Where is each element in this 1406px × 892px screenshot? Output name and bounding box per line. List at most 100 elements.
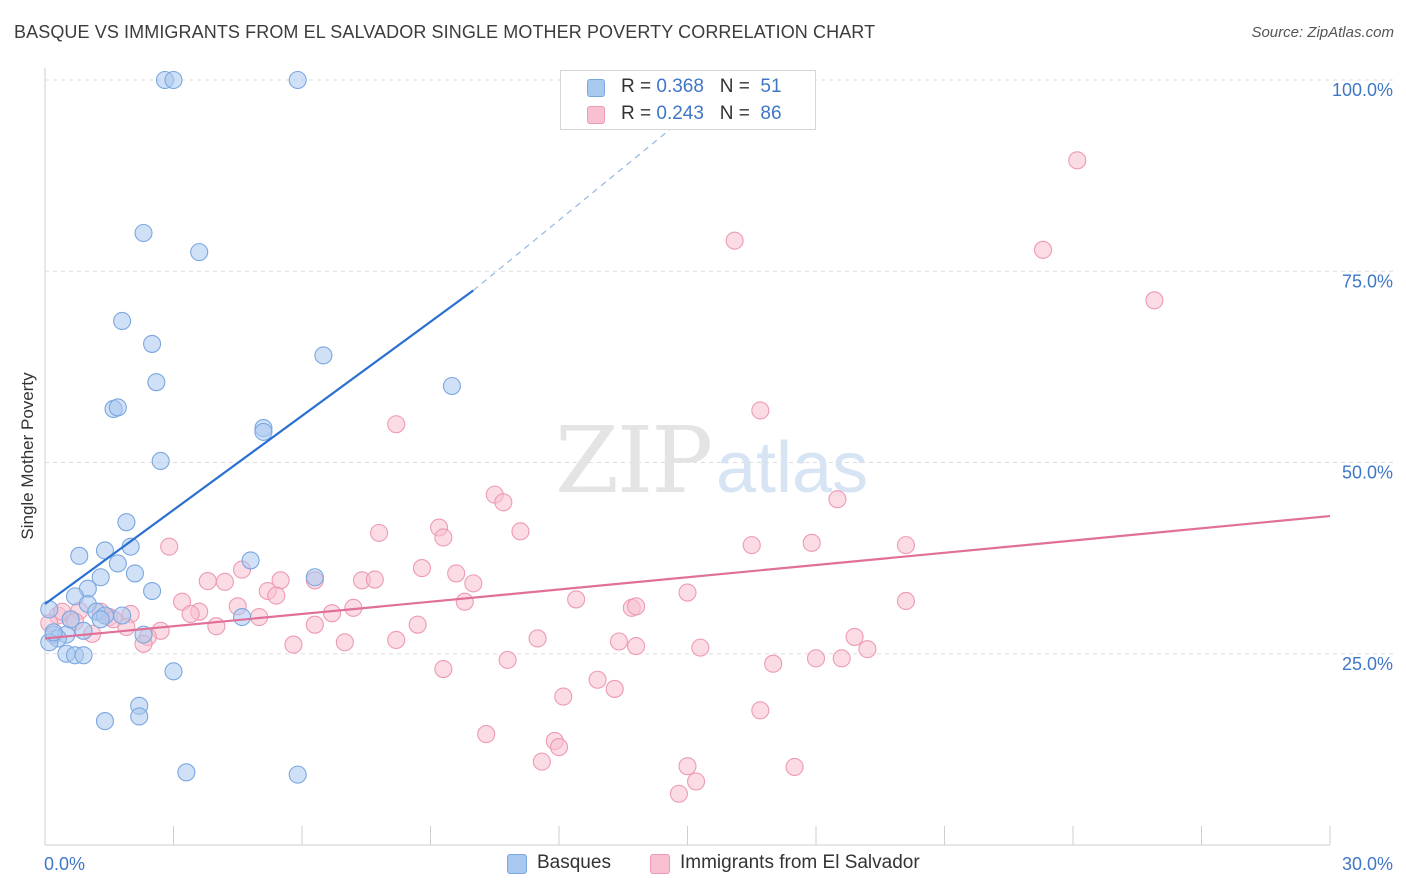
basques-point bbox=[241, 551, 260, 570]
y-tick-label: 25.0% bbox=[1342, 654, 1393, 674]
basques-trend-line bbox=[44, 289, 474, 605]
el-salvador-point bbox=[477, 725, 496, 744]
el-salvador-point bbox=[160, 537, 179, 556]
el-salvador-point bbox=[455, 592, 474, 611]
el-salvador-point bbox=[511, 522, 530, 541]
correlation-legend: R = 0.368 N = 51 R = 0.243 N = 86 bbox=[560, 70, 816, 130]
el-salvador-point bbox=[267, 586, 286, 605]
basques-point bbox=[74, 646, 93, 665]
basques-point bbox=[113, 311, 132, 331]
el-salvador-point bbox=[678, 757, 697, 776]
el-salvador-point bbox=[1145, 291, 1164, 310]
x-tick-label: 0.0% bbox=[44, 854, 85, 874]
legend-r-value: 0.243 bbox=[656, 103, 704, 124]
el-salvador-point bbox=[322, 604, 342, 623]
el-salvador-point bbox=[751, 401, 770, 420]
el-salvador-point bbox=[725, 231, 744, 250]
basques-point bbox=[164, 70, 183, 90]
bottom-legend-label-el-salvador: Immigrants from El Salvador bbox=[680, 852, 920, 873]
el-salvador-point bbox=[532, 752, 551, 771]
el-salvador-point bbox=[1033, 240, 1053, 259]
basques-point bbox=[117, 513, 136, 532]
el-salvador-point bbox=[207, 617, 226, 636]
el-salvador-point bbox=[742, 536, 761, 555]
el-salvador-point bbox=[447, 564, 466, 583]
el-salvador-point bbox=[365, 570, 384, 589]
legend-n-value: 51 bbox=[760, 76, 782, 97]
el-salvador-point bbox=[181, 604, 200, 624]
basques-point bbox=[125, 564, 144, 583]
el-salvador-point bbox=[387, 630, 406, 650]
basques-point bbox=[130, 707, 149, 726]
trend-lines bbox=[44, 79, 1331, 640]
el-salvador-point bbox=[691, 638, 710, 657]
el-salvador-point bbox=[434, 659, 453, 679]
el-salvador-point bbox=[896, 536, 916, 555]
el-salvador-point bbox=[832, 649, 851, 668]
basques-point bbox=[288, 70, 307, 90]
legend-r-label: R = bbox=[621, 76, 657, 97]
bottom-legend-label-basques: Basques bbox=[537, 852, 611, 873]
el-salvador-point bbox=[284, 635, 303, 654]
el-salvador-point bbox=[528, 629, 547, 648]
legend-swatch-basques bbox=[587, 79, 605, 97]
tick-labels: 25.0% 50.0% 75.0% 100.0% 0.0% 30.0% bbox=[44, 80, 1393, 874]
bottom-legend-swatch-el-salvador bbox=[650, 854, 670, 874]
basques-point bbox=[70, 546, 89, 565]
el-salvador-point bbox=[464, 574, 483, 593]
basques-point bbox=[91, 610, 110, 629]
basques-point bbox=[134, 223, 153, 243]
chart-title: BASQUE VS IMMIGRANTS FROM EL SALVADOR SI… bbox=[14, 22, 876, 42]
el-salvador-point bbox=[669, 784, 688, 803]
el-salvador-point bbox=[687, 772, 706, 791]
y-tick-label: 50.0% bbox=[1342, 463, 1393, 483]
el-salvador-point bbox=[498, 650, 517, 669]
el-salvador-point bbox=[751, 701, 770, 720]
el-salvador-point bbox=[627, 597, 646, 616]
source-label: Source: ZipAtlas.com bbox=[1251, 24, 1394, 41]
legend-n-label: N = bbox=[719, 76, 756, 97]
basques-point bbox=[164, 662, 183, 681]
el-salvador-point bbox=[305, 615, 324, 634]
y-tick-label: 100.0% bbox=[1332, 80, 1393, 100]
el-salvador-point bbox=[588, 670, 607, 689]
basques-point bbox=[190, 243, 209, 262]
basques-point bbox=[232, 607, 252, 627]
basques-point bbox=[147, 373, 166, 392]
el-salvador-point bbox=[567, 590, 586, 609]
el-salvador-point bbox=[387, 415, 406, 434]
basques-point bbox=[113, 606, 132, 625]
legend-n-value: 86 bbox=[760, 103, 782, 124]
el-salvador-point bbox=[678, 583, 697, 602]
axes bbox=[44, 68, 1331, 846]
el-salvador-point bbox=[335, 633, 354, 652]
el-salvador-point bbox=[173, 592, 192, 611]
el-salvador-point bbox=[806, 649, 826, 668]
legend-r-label: R = bbox=[621, 103, 657, 124]
basques-point bbox=[40, 600, 59, 619]
el-salvador-point bbox=[802, 533, 821, 552]
basques-point bbox=[442, 376, 461, 396]
basques-point bbox=[95, 712, 115, 731]
bottom-legend-swatch-basques bbox=[507, 854, 527, 874]
basques-point bbox=[91, 568, 110, 587]
el-salvador-point bbox=[554, 687, 573, 706]
y-axis-label: Single Mother Poverty bbox=[18, 372, 37, 540]
basques-point bbox=[143, 581, 162, 601]
watermark: ZIP atlas bbox=[555, 407, 868, 514]
legend-swatch-el-salvador bbox=[587, 106, 605, 124]
el-salvador-point bbox=[370, 523, 389, 542]
basques-point bbox=[305, 568, 324, 587]
basques-point bbox=[61, 610, 80, 629]
basques-point bbox=[288, 765, 307, 784]
el-salvador-point bbox=[609, 632, 629, 651]
el-salvador-point bbox=[896, 591, 916, 611]
basques-point bbox=[108, 398, 127, 417]
el-salvador-point bbox=[828, 490, 847, 509]
el-salvador-point bbox=[764, 654, 783, 673]
el-salvador-point bbox=[605, 679, 624, 698]
el-salvador-point bbox=[412, 559, 431, 578]
legend-r-value: 0.368 bbox=[656, 76, 704, 97]
x-tick-label: 30.0% bbox=[1342, 854, 1393, 874]
basques-point bbox=[151, 451, 170, 471]
